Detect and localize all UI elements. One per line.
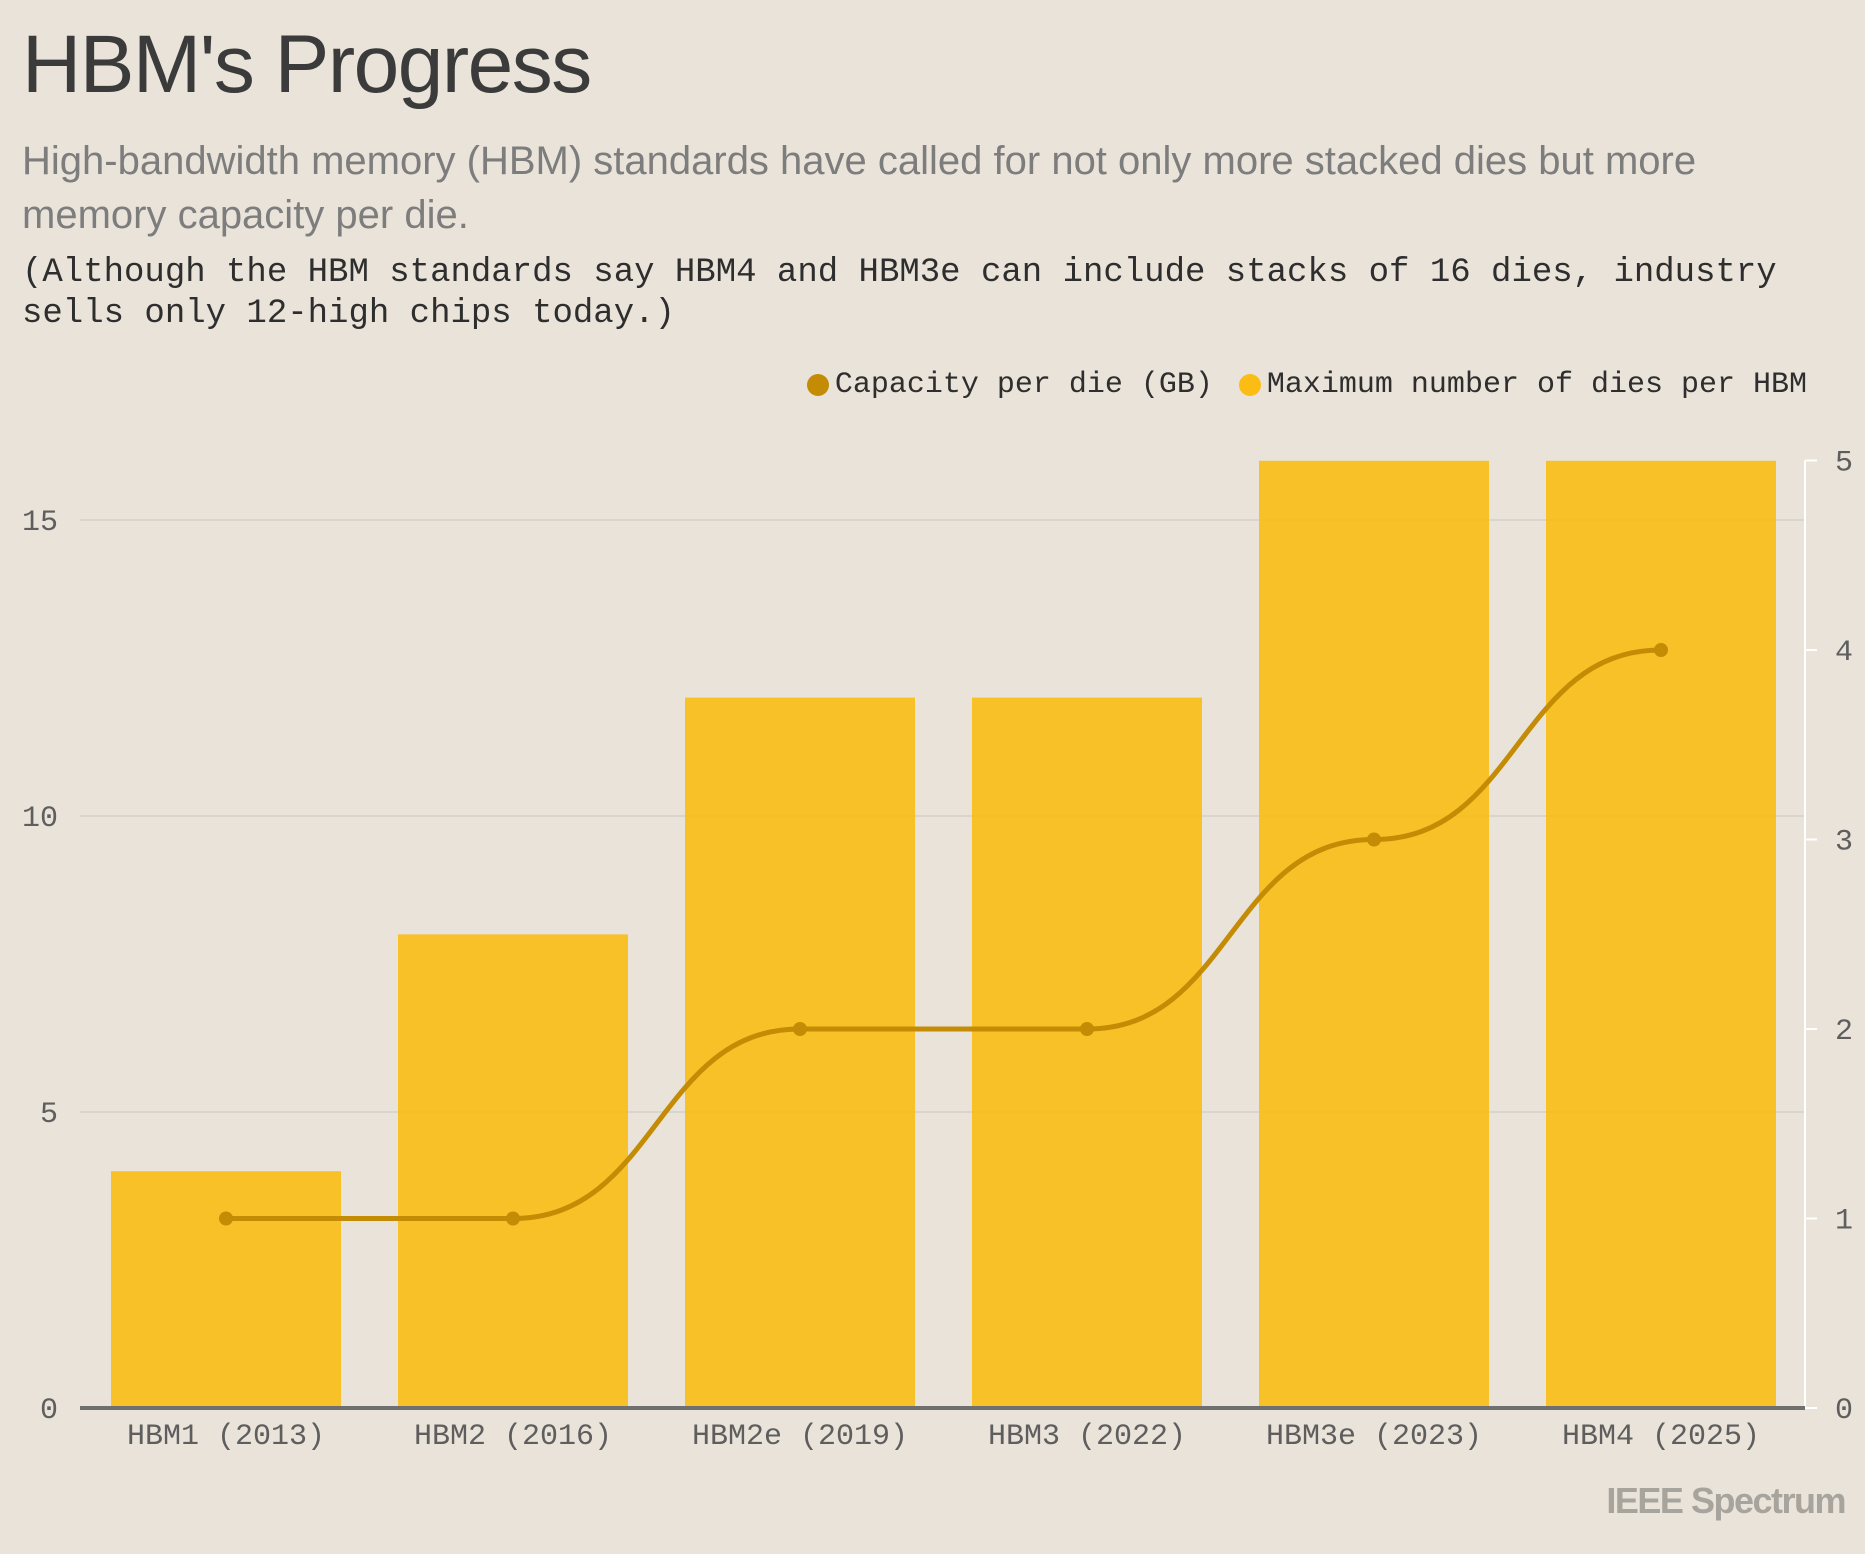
bar: [111, 1171, 341, 1408]
x-axis-category-label: HBM4 (2025): [1562, 1420, 1760, 1454]
right-axis-tick-label: 1: [1835, 1205, 1853, 1239]
right-axis-tick-label: 2: [1835, 1015, 1853, 1049]
right-axis-tick-label: 3: [1835, 826, 1853, 860]
left-axis-tick-label: 0: [40, 1394, 58, 1428]
bar: [1259, 460, 1489, 1408]
legend: Capacity per die (GB) Maximum number of …: [781, 368, 1807, 402]
capacity-point: [1654, 643, 1668, 657]
ieee-spectrum-logo: IEEE Spectrum: [1606, 1480, 1846, 1521]
bar: [398, 934, 628, 1408]
left-axis-tick-label: 10: [22, 802, 58, 836]
chart-note: (Although the HBM standards say HBM4 and…: [22, 254, 1777, 333]
capacity-point: [219, 1211, 233, 1226]
x-axis-category-label: HBM2e (2019): [692, 1420, 908, 1454]
chart-subtitle: High-bandwidth memory (HBM) standards ha…: [22, 139, 1697, 237]
chart-title: HBM's Progress: [22, 19, 592, 110]
legend-label-dies: Maximum number of dies per HBM: [1266, 368, 1807, 402]
capacity-point: [1080, 1022, 1094, 1036]
x-axis-category-label: HBM3 (2022): [988, 1420, 1186, 1454]
capacity-point: [1367, 832, 1381, 847]
bar: [972, 697, 1202, 1408]
x-axis-category-label: HBM1 (2013): [127, 1420, 325, 1454]
capacity-point: [506, 1211, 520, 1226]
capacity-point: [793, 1022, 807, 1036]
legend-swatch-capacity: [806, 374, 829, 396]
legend-item-capacity: Capacity per die (GB): [806, 368, 1213, 402]
left-axis-tick-label: 15: [22, 506, 58, 540]
right-axis-tick-label: 4: [1835, 636, 1853, 670]
legend-label-capacity: Capacity per die (GB): [834, 368, 1213, 402]
bar: [1546, 460, 1776, 1408]
right-axis-tick-label: 5: [1835, 447, 1853, 481]
left-axis-tick-label: 5: [40, 1098, 58, 1132]
legend-item-dies: Maximum number of dies per HBM: [1238, 368, 1807, 402]
x-axis-category-label: HBM3e (2023): [1266, 1420, 1482, 1454]
right-axis-tick-label: 0: [1835, 1394, 1853, 1428]
x-axis-category-label: HBM2 (2016): [414, 1420, 612, 1454]
legend-swatch-dies: [1238, 374, 1261, 396]
